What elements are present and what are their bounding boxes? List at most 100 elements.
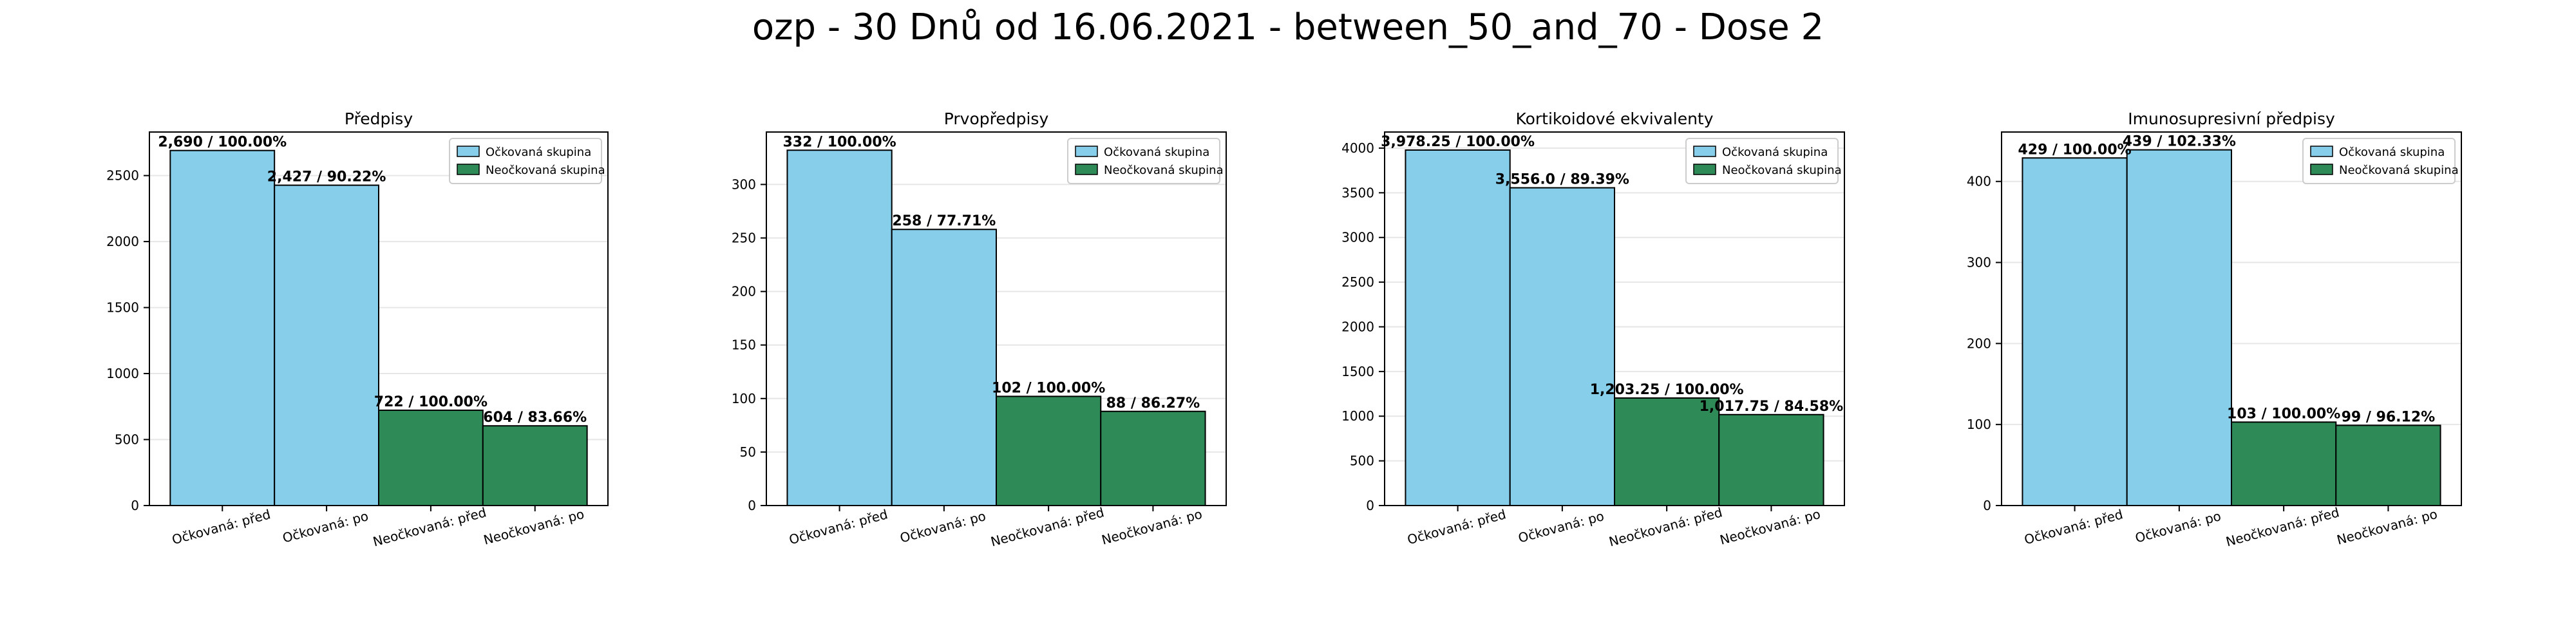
bar-label: 2,690 / 100.00% [158, 135, 287, 151]
chart-title: Kortikoidové ekvivalenty [1515, 109, 1713, 128]
legend: Očkovaná skupina Neočkovaná skupina [449, 138, 605, 184]
bar [1100, 410, 1206, 507]
legend-label: Očkovaná skupina [2339, 146, 2445, 159]
x-tick-label: Očkovaná: před [170, 506, 272, 547]
bar [891, 229, 998, 506]
y-tick-label: 300 [732, 176, 756, 192]
y-tick-label: 200 [732, 284, 756, 299]
y-tick-label: 200 [1967, 336, 1991, 351]
legend-swatch [457, 146, 480, 157]
bar-label: 439 / 102.33% [2123, 134, 2236, 150]
bar [786, 149, 893, 507]
legend-swatch [1693, 146, 1716, 157]
bar-label: 103 / 100.00% [2227, 406, 2340, 422]
y-tick-label: 1000 [106, 366, 139, 381]
bar [2022, 157, 2128, 506]
x-tick-label: Očkovaná: po [898, 508, 987, 546]
legend-label: Očkovaná skupina [486, 146, 591, 159]
y-tick-label: 0 [1983, 498, 1991, 513]
x-tick-label: Neočkovaná: po [1100, 506, 1204, 548]
chart-title: Předpisy [345, 109, 413, 128]
y-tick-label: 250 [732, 231, 756, 246]
bar [1405, 149, 1511, 506]
legend-swatch [1693, 164, 1716, 175]
bar-label: 102 / 100.00% [992, 380, 1105, 396]
bar-label: 1,017.75 / 84.58% [1700, 399, 1844, 415]
axes-frame [149, 131, 609, 506]
y-tick-label: 500 [115, 432, 139, 448]
legend: Očkovaná skupina Neočkovaná skupina [1067, 138, 1224, 184]
y-tick-label: 150 [732, 337, 756, 353]
x-tick-label: Neočkovaná: po [2335, 506, 2439, 548]
y-tick-label: 2000 [1341, 319, 1374, 334]
x-tick-label: Neočkovaná: před [989, 504, 1106, 549]
bar [1614, 397, 1720, 506]
y-tick-label: 0 [748, 498, 756, 513]
legend-swatch [1075, 164, 1098, 175]
x-tick-label: Neočkovaná: před [2224, 504, 2341, 549]
x-tick-label: Neočkovaná: po [482, 506, 585, 548]
bar-label: 99 / 96.12% [2342, 409, 2436, 425]
legend-label: Očkovaná skupina [1722, 146, 1828, 159]
x-tick-label: Očkovaná: po [1517, 508, 1605, 546]
y-tick-label: 500 [1350, 453, 1374, 469]
y-tick-label: 50 [740, 444, 756, 460]
legend-label: Neočkovaná skupina [2339, 164, 2459, 177]
y-tick-label: 1500 [1341, 364, 1374, 379]
chart-panel: 332 / 100.00% 258 / 77.71% 102 / 100.00%88… [732, 109, 1227, 549]
y-tick-label: 2000 [106, 234, 139, 249]
legend-swatch [457, 164, 480, 175]
bar-label: 429 / 100.00% [2018, 142, 2131, 158]
legend-label: Neočkovaná skupina [1722, 164, 1842, 177]
y-tick-label: 100 [1967, 417, 1991, 432]
bar [996, 395, 1102, 507]
x-tick-label: Neočkovaná: před [1607, 504, 1724, 549]
bar-label: 88 / 86.27% [1106, 395, 1200, 412]
bar [2335, 424, 2441, 507]
y-tick-label: 2500 [106, 168, 139, 184]
y-tick-label: 0 [131, 498, 139, 513]
bar [2126, 149, 2233, 506]
bar [1718, 413, 1824, 507]
figure-title: ozp - 30 Dnů od 16.06.2021 - between_50_… [752, 6, 1824, 48]
y-tick-label: 1000 [1341, 408, 1374, 424]
chart-title: Imunosupresivní předpisy [2128, 109, 2335, 128]
legend-box [1685, 138, 1839, 184]
bar [169, 149, 276, 507]
legend-label: Neočkovaná skupina [1104, 164, 1224, 177]
axes-frame [1384, 131, 1845, 506]
legend-box [1067, 138, 1220, 184]
legend: Očkovaná skupina Neočkovaná skupina [1685, 138, 1842, 184]
bar-label: 1,203.25 / 100.00% [1590, 382, 1744, 398]
x-tick-label: Očkovaná: po [281, 508, 370, 546]
x-tick-label: Očkovaná: po [2134, 508, 2222, 546]
bar-label: 2,427 / 90.22% [267, 169, 386, 185]
bar-label: 332 / 100.00% [782, 134, 896, 150]
chart-panel: 429 / 100.00%439 / 102.33% 103 / 100.00% 9… [1967, 109, 2462, 549]
chart-panel: 3,978.25 / 100.00% 3,556.0 / 89.39% 1,203.… [1341, 109, 1845, 549]
bar-label: 3,978.25 / 100.00% [1381, 134, 1535, 150]
legend-label: Očkovaná skupina [1104, 146, 1209, 159]
legend: Očkovaná skupina Neočkovaná skupina [2302, 138, 2459, 184]
legend-box [2302, 138, 2456, 184]
bar-label: 258 / 77.71% [892, 213, 996, 229]
x-tick-label: Neočkovaná: po [1718, 506, 1822, 548]
legend-swatch [2310, 146, 2333, 157]
y-tick-label: 0 [1366, 498, 1374, 513]
bar-label: 604 / 83.66% [483, 410, 587, 426]
x-tick-label: Očkovaná: před [788, 506, 889, 547]
bar-label: 3,556.0 / 89.39% [1495, 172, 1629, 188]
x-tick-label: Očkovaná: před [2023, 506, 2125, 547]
legend-swatch [2310, 164, 2333, 175]
bar-label: 722 / 100.00% [374, 394, 488, 410]
y-tick-label: 3000 [1341, 230, 1374, 245]
legend-swatch [1075, 146, 1098, 157]
chart-panel: 2,690 / 100.00% 2,427 / 90.22% 722 / 100.0… [106, 109, 609, 549]
legend-box [449, 138, 602, 184]
chart-title: Prvopředpisy [944, 109, 1049, 128]
bar [1509, 187, 1616, 506]
bar [482, 425, 588, 507]
axes-frame [2001, 131, 2462, 506]
y-tick-label: 3500 [1341, 185, 1374, 200]
